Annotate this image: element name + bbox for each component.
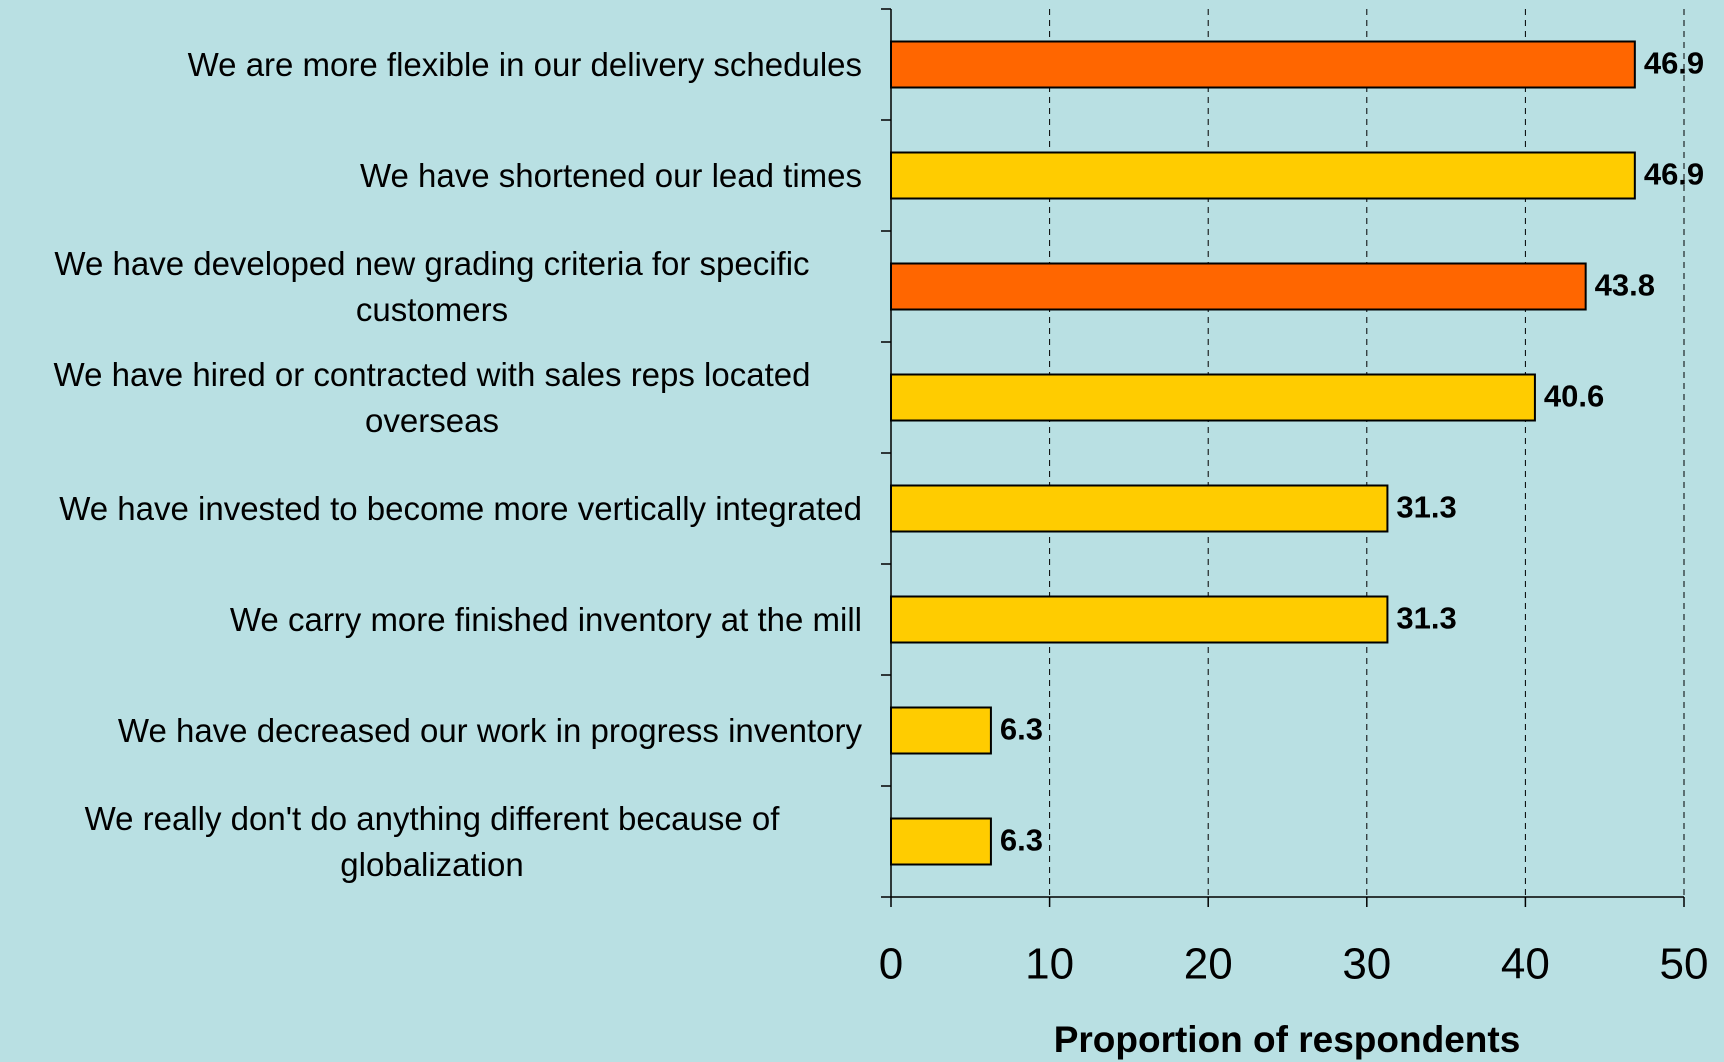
y-tick-label: We really don't do anything different be… bbox=[84, 799, 780, 883]
y-tick-label: We carry more finished inventory at the … bbox=[229, 600, 862, 638]
value-label: 31.3 bbox=[1396, 601, 1456, 636]
bar bbox=[890, 40, 1636, 89]
x-tick-label: 0 bbox=[879, 940, 903, 989]
value-label: 46.9 bbox=[1644, 157, 1704, 192]
value-label: 46.9 bbox=[1644, 46, 1704, 81]
x-axis-title: Proportion of respondents bbox=[1054, 1019, 1521, 1060]
y-tick-label-box: We have developed new grading criteria f… bbox=[0, 241, 862, 333]
bar bbox=[890, 817, 992, 866]
y-tick-label: We have hired or contracted with sales r… bbox=[53, 355, 811, 439]
value-label: 43.8 bbox=[1595, 268, 1655, 303]
category-labels: We are more flexible in our delivery sch… bbox=[0, 42, 862, 888]
y-tick-label-box: We have shortened our lead times bbox=[0, 153, 862, 199]
y-tick-label-box: We have hired or contracted with sales r… bbox=[0, 352, 862, 444]
y-tick-label-box: We have invested to become more vertical… bbox=[0, 486, 862, 532]
value-label: 40.6 bbox=[1544, 379, 1604, 414]
y-tick-label: We have invested to become more vertical… bbox=[59, 489, 862, 527]
y-tick-label-box: We have decreased our work in progress i… bbox=[0, 708, 862, 754]
x-tick-label: 30 bbox=[1342, 940, 1391, 989]
bar bbox=[890, 706, 992, 755]
bar bbox=[890, 262, 1587, 311]
y-tick-label-box: We are more flexible in our delivery sch… bbox=[0, 42, 862, 88]
value-label: 6.3 bbox=[1000, 823, 1043, 858]
bar bbox=[890, 484, 1389, 533]
y-tick-label: We have developed new grading criteria f… bbox=[54, 244, 810, 328]
x-tick-label: 50 bbox=[1660, 940, 1709, 989]
x-tick-label: 10 bbox=[1025, 940, 1074, 989]
y-tick-label: We have shortened our lead times bbox=[359, 156, 862, 194]
y-tick-label-box: We carry more finished inventory at the … bbox=[0, 597, 862, 643]
value-label: 31.3 bbox=[1396, 490, 1456, 525]
bar bbox=[890, 151, 1636, 200]
bar bbox=[890, 595, 1389, 644]
x-tick-label: 40 bbox=[1501, 940, 1550, 989]
y-tick-label-box: We really don't do anything different be… bbox=[0, 796, 862, 888]
bar bbox=[890, 373, 1536, 422]
y-tick-label: We have decreased our work in progress i… bbox=[117, 711, 862, 749]
value-label: 6.3 bbox=[1000, 712, 1043, 747]
x-tick-label: 20 bbox=[1184, 940, 1233, 989]
y-tick-label: We are more flexible in our delivery sch… bbox=[187, 45, 862, 83]
